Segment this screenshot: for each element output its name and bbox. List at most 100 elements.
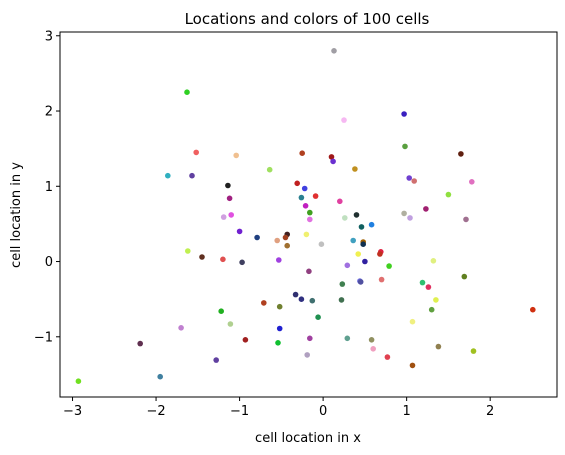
data-point-28 xyxy=(307,209,313,216)
data-point-53 xyxy=(355,251,362,257)
data-point-11 xyxy=(352,166,358,172)
data-point-15 xyxy=(406,175,413,181)
data-point-75 xyxy=(261,300,267,306)
data-point-4 xyxy=(402,143,408,150)
data-point-39 xyxy=(236,228,243,235)
data-point-66 xyxy=(357,279,364,285)
data-point-49 xyxy=(284,242,291,249)
y-tick-label: 2 xyxy=(45,105,53,120)
data-point-3 xyxy=(341,117,347,123)
data-point-78 xyxy=(428,306,435,313)
y-tick-label: 0 xyxy=(45,255,53,270)
data-point-81 xyxy=(227,321,234,327)
data-point-45 xyxy=(350,237,357,244)
data-point-70 xyxy=(292,291,299,298)
data-point-52 xyxy=(377,251,383,257)
data-point-36 xyxy=(463,216,469,223)
data-point-61 xyxy=(386,263,392,269)
chart-title: Locations and colors of 100 cells xyxy=(185,10,430,28)
data-point-69 xyxy=(425,284,432,290)
data-point-25 xyxy=(337,198,343,205)
data-point-22 xyxy=(298,194,305,201)
data-point-93 xyxy=(470,348,477,354)
data-point-44 xyxy=(274,237,281,244)
data-point-41 xyxy=(303,231,310,238)
data-point-63 xyxy=(461,273,468,280)
data-point-20 xyxy=(301,185,308,192)
data-point-24 xyxy=(226,195,233,202)
data-point-5 xyxy=(193,149,199,156)
data-point-57 xyxy=(239,259,245,266)
data-point-0 xyxy=(331,48,337,54)
data-point-14 xyxy=(189,172,195,179)
x-tick-label: 0 xyxy=(319,404,327,419)
data-point-37 xyxy=(368,221,375,228)
data-point-19 xyxy=(294,180,301,187)
data-point-71 xyxy=(298,296,305,303)
data-point-31 xyxy=(228,212,234,218)
data-point-29 xyxy=(401,210,407,217)
data-point-9 xyxy=(330,158,336,165)
data-point-7 xyxy=(299,150,306,156)
data-point-59 xyxy=(430,258,437,264)
data-point-54 xyxy=(199,254,205,260)
data-point-8 xyxy=(328,154,335,160)
data-point-30 xyxy=(353,212,360,218)
data-point-10 xyxy=(458,151,464,157)
data-point-58 xyxy=(362,258,368,265)
data-point-92 xyxy=(370,346,377,352)
data-point-1 xyxy=(184,89,190,95)
data-point-23 xyxy=(312,193,319,199)
data-point-80 xyxy=(315,314,321,321)
data-point-48 xyxy=(318,241,325,247)
data-point-60 xyxy=(344,262,351,269)
data-point-97 xyxy=(409,362,416,369)
data-point-26 xyxy=(302,203,309,209)
data-point-33 xyxy=(407,215,413,221)
data-point-87 xyxy=(242,337,249,343)
x-tick-label: 1 xyxy=(403,404,411,419)
data-points xyxy=(75,48,536,385)
data-point-67 xyxy=(419,279,426,286)
data-point-72 xyxy=(309,297,316,304)
y-tick-label: −1 xyxy=(34,330,53,345)
data-point-56 xyxy=(276,257,282,263)
data-point-27 xyxy=(423,206,429,212)
x-tick-label: 2 xyxy=(486,404,494,419)
data-point-99 xyxy=(75,378,82,385)
data-point-90 xyxy=(137,340,143,347)
data-point-47 xyxy=(360,241,367,247)
data-point-84 xyxy=(276,325,283,332)
data-point-18 xyxy=(225,182,231,189)
y-tick-label: 3 xyxy=(45,29,53,44)
data-point-35 xyxy=(307,216,313,223)
data-point-17 xyxy=(469,179,475,185)
y-axis-ticks: −1 0 1 2 3 xyxy=(34,29,60,345)
data-point-74 xyxy=(433,297,439,303)
data-point-95 xyxy=(384,354,391,360)
x-tick-label: −3 xyxy=(63,404,82,419)
data-point-34 xyxy=(342,215,348,221)
data-point-13 xyxy=(165,172,171,179)
x-tick-label: −2 xyxy=(146,404,165,419)
data-point-43 xyxy=(254,234,260,241)
data-point-12 xyxy=(266,166,273,173)
data-point-79 xyxy=(218,308,224,315)
data-point-96 xyxy=(213,357,219,363)
data-point-77 xyxy=(530,306,536,313)
data-point-86 xyxy=(307,335,313,342)
data-point-94 xyxy=(304,352,311,358)
data-point-62 xyxy=(306,268,312,275)
data-point-85 xyxy=(344,335,351,342)
data-point-16 xyxy=(411,178,418,184)
data-point-73 xyxy=(338,297,345,303)
y-tick-label: 1 xyxy=(45,180,53,195)
x-axis-ticks: −3 −2 −1 0 1 2 xyxy=(63,397,494,419)
data-point-50 xyxy=(185,248,191,254)
data-point-64 xyxy=(378,276,385,283)
data-point-91 xyxy=(435,343,442,350)
data-point-98 xyxy=(157,373,163,380)
data-point-21 xyxy=(445,191,452,198)
data-point-38 xyxy=(358,224,365,230)
